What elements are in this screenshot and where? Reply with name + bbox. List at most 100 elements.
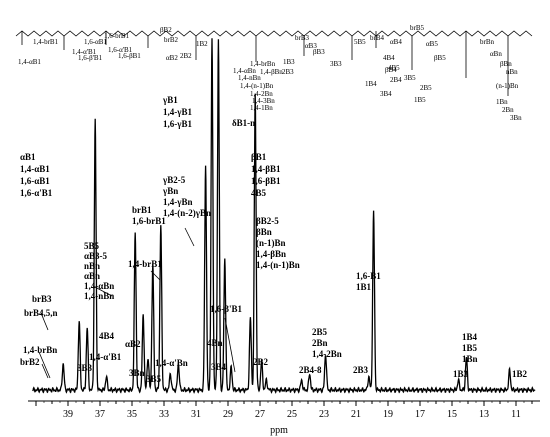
x-tick-label: 23 <box>319 409 329 420</box>
annotation-16-line-0: αB2 <box>125 339 141 349</box>
annotation-15-line-0: 1,4-α'B1 <box>89 352 122 362</box>
annotation-27-line-0: 2B3 <box>353 365 369 375</box>
annotation-7-line-0: 1,4-brB1 <box>128 259 162 269</box>
structure-label: 1,4-αB1 <box>18 58 41 66</box>
structure-label: 1,6-β'B1 <box>78 54 103 62</box>
annotation-29-line-0: 1B4 <box>462 332 478 342</box>
polymer-structure-diagrams: 1,4-αB11,4-brB11,4-α'B11,6-β'B11,6-αB11,… <box>15 24 533 122</box>
annotation-0-line-1: 1,4-αB1 <box>20 164 50 174</box>
structure-label: βB3 <box>313 48 325 56</box>
annotation-28-line-0: 1B3 <box>453 369 469 379</box>
structure-label: 1,4-βBn <box>260 68 283 76</box>
x-tick-label: 21 <box>351 409 361 420</box>
x-axis-label: ppm <box>270 425 288 436</box>
annotation-14-line-0: 4B4 <box>99 331 115 341</box>
annotation-0-line-2: 1,6-αB1 <box>20 176 50 186</box>
structure-label: 1,4-(n-1)Bn <box>240 82 274 90</box>
structure-label: 1B5 <box>414 96 426 104</box>
structure-label: βB2 <box>160 26 172 34</box>
structure-label: 1,4-3Bn <box>252 97 275 105</box>
structure-label: βB5 <box>434 54 446 62</box>
annotation-6-line-5: 1,4-nBn <box>84 291 114 301</box>
x-tick-label: 37 <box>95 409 105 420</box>
annotation-8-line-0: βB2-5 <box>256 216 279 226</box>
annotation-17-line-0: 3B3 <box>77 363 93 373</box>
structure-label: αB3 <box>305 42 317 50</box>
structure-label: 1,6-brB1 <box>104 32 130 40</box>
annotation-2-line-0: δB1-n <box>232 118 255 128</box>
structure-label: brB2 <box>164 36 179 44</box>
annotation-3-line-3: 4B5 <box>251 188 267 198</box>
structure-label: 1,6-βB1 <box>118 52 141 60</box>
annotation-23-line-0: 1,6-β'B1 <box>210 304 242 314</box>
annotation-9-line-1: 1B1 <box>356 282 372 292</box>
structure-label: 2Bn <box>502 106 514 114</box>
annotation-12-line-0: 1,4-brBn <box>23 345 57 355</box>
structure-label: 2B2 <box>180 52 192 60</box>
structure-label: βBn <box>500 60 512 68</box>
annotation-26-line-0: 2B5 <box>312 327 328 337</box>
spectrum-plot-area <box>32 38 536 394</box>
structure-label: 1,4-nBn <box>238 74 261 82</box>
x-tick-label: 27 <box>255 409 265 420</box>
structure-label: 2B5 <box>420 84 432 92</box>
x-tick-label: 35 <box>127 409 137 420</box>
annotation-8-line-4: 1,4-(n-1)Bn <box>256 260 300 270</box>
annotation-0-line-0: αB1 <box>20 152 36 162</box>
polymer-backbone <box>15 30 533 37</box>
x-tick-label: 19 <box>383 409 393 420</box>
annotation-21-line-0: 4Bn <box>207 338 223 348</box>
annotation-29-line-2: 1Bn <box>462 354 478 364</box>
structure-label: 1,4-αBn <box>233 67 256 75</box>
annotation-9-line-0: 1,6-B1 <box>356 271 381 281</box>
x-tick-label: 17 <box>415 409 425 420</box>
structure-label: nBn <box>506 68 518 76</box>
annotation-arrow <box>41 363 49 379</box>
annotation-20-line-0: 3B5 <box>146 374 162 384</box>
structure-label: 1,4-brB1 <box>33 38 59 46</box>
annotation-6-line-4: 1,4-αBn <box>84 281 114 291</box>
annotation-6-line-3: αBn <box>84 271 100 281</box>
annotation-6-line-2: nBn <box>84 261 100 271</box>
annotation-arrow <box>184 227 195 247</box>
structure-label: brB3 <box>295 34 310 42</box>
annotation-8-line-3: 1,4-βBn <box>256 249 286 259</box>
structure-label: brBn <box>480 38 495 46</box>
structure-label: 3B5 <box>404 74 416 82</box>
structure-label: 2B4 <box>390 76 402 84</box>
structure-label: 1,4-1Bn <box>250 104 273 112</box>
annotation-3-line-2: 1,6-βB1 <box>251 176 281 186</box>
x-tick-label: 31 <box>191 409 201 420</box>
structure-label: 2B3 <box>282 68 294 76</box>
annotation-0-line-3: 1,6-α'B1 <box>20 188 53 198</box>
annotation-5-line-1: 1,6-brB1 <box>132 216 166 226</box>
annotation-19-line-0: 1,4-α'Bn <box>155 358 188 368</box>
annotation-arrow <box>40 312 49 331</box>
structure-label: 4B5 <box>388 64 400 72</box>
annotation-8-line-1: βBn <box>256 227 272 237</box>
annotation-6-line-0: 5B5 <box>84 241 100 251</box>
structure-label: 1B2 <box>196 40 208 48</box>
structure-label: 1,4-brBn <box>250 60 276 68</box>
x-tick-label: 15 <box>447 409 457 420</box>
x-axis: 39 37 35 33 31 29 27 25 23 21 19 17 15 13 11 <box>28 400 540 420</box>
annotation-10-line-0: brB3 <box>32 294 52 304</box>
annotation-8-line-2: (n-1)Bn <box>256 238 286 248</box>
annotation-11-line-0: brB4,5,n <box>24 308 58 318</box>
annotation-13-line-0: brB2 <box>20 357 40 367</box>
structure-label: (n-1)Bn <box>496 82 519 90</box>
x-tick-label: 11 <box>511 409 521 420</box>
structure-label: 1B4 <box>365 80 377 88</box>
annotation-5-line-0: brB1 <box>132 205 152 215</box>
structure-label: αBn <box>490 50 502 58</box>
structure-label: 3B4 <box>380 90 392 98</box>
annotation-26-line-1: 2Bn <box>312 338 328 348</box>
structure-label: αB5 <box>426 40 438 48</box>
structure-label: 1Bn <box>496 98 508 106</box>
annotation-1-line-0: γB1 <box>162 95 178 105</box>
structure-label: βB4 <box>385 66 397 74</box>
annotation-25-line-0: 2B4-8 <box>299 365 322 375</box>
peak-annotations: αB1 1,4-αB1 1,6-αB1 1,6-α'B1 γB1 1,4-γB1 1,6-γ… <box>20 95 528 384</box>
annotation-24-line-0: 2B2 <box>253 357 269 367</box>
annotation-4-line-1: γBn <box>162 186 178 196</box>
